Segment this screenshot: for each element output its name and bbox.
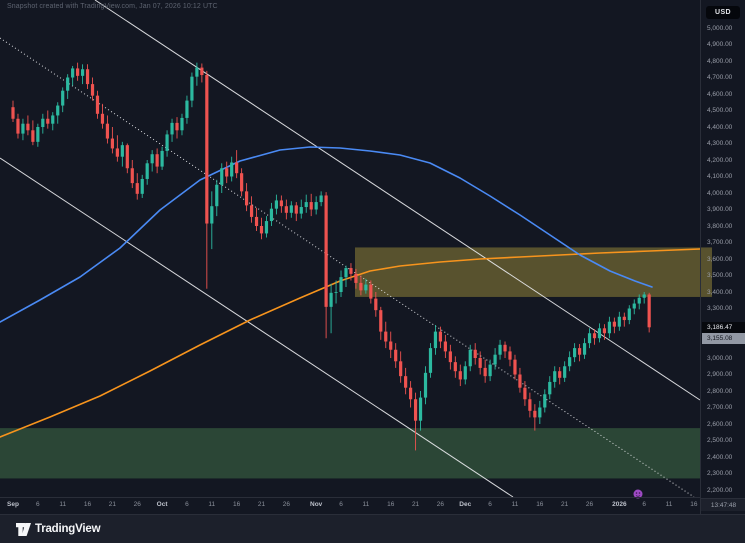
price-tick-label: 3,600.00	[707, 255, 733, 263]
price-tick-label: 2,700.00	[707, 404, 733, 411]
time-tick-label: 6	[339, 501, 343, 508]
price-tick-label: 3,900.00	[707, 206, 733, 213]
price-tick-label: 3,000.00	[707, 354, 733, 362]
time-tick-label: 21	[257, 501, 266, 508]
time-tick-label: 21	[108, 501, 116, 508]
time-tick-label: 16	[536, 501, 544, 508]
time-tick-label: 16	[83, 501, 92, 508]
price-tick-label: 3,700.00	[707, 239, 733, 246]
price-tick-label: 2,500.00	[707, 437, 733, 444]
bottom-brand-bar: TradingView	[0, 514, 745, 543]
price-tick-label: 2,400.00	[707, 453, 733, 461]
price-tick-label: 2,800.00	[707, 387, 733, 395]
event-marker-icon[interactable]	[633, 489, 643, 499]
time-tick-label: 6	[36, 501, 40, 508]
time-tick-label: 16	[690, 501, 698, 508]
price-tick-label: 4,500.00	[707, 107, 733, 114]
last-price-label: 3,186.47	[702, 322, 745, 333]
time-tick-label: 21	[411, 501, 420, 508]
time-tick-label: 26	[436, 501, 445, 508]
time-tick-label: 11	[59, 501, 67, 508]
price-tick-label: 4,300.00	[707, 140, 733, 147]
time-tick-label: 16	[233, 501, 241, 508]
snapshot-watermark: Snapshot created with TradingView.com, J…	[7, 3, 218, 10]
time-tick-label: 16	[387, 501, 395, 508]
time-tick-label: 6	[185, 501, 189, 508]
price-tick-label: 4,100.00	[707, 173, 733, 180]
time-axis[interactable]: Sep 6 11 16 21 26 Oct 6 11 16 21 26 Nov 6 11 16 21 26 Dec 6…	[0, 497, 700, 514]
price-tick-label: 3,800.00	[707, 222, 733, 230]
tradingview-logo[interactable]: TradingView	[16, 522, 101, 536]
price-axis[interactable]: USD 5,000.00 4,900.00 4,800.00 4,700.00 4,60…	[700, 0, 745, 514]
slow-ma-line	[0, 248, 701, 438]
time-tick-label: 11	[665, 501, 673, 508]
price-tick-label: 4,700.00	[707, 74, 733, 81]
secondary-price-label: 3,155.08	[702, 333, 745, 344]
fast-ma-line	[0, 146, 653, 323]
price-tick-label: 4,400.00	[707, 123, 733, 131]
price-tick-label: 4,200.00	[707, 156, 733, 164]
price-tick-label: 4,800.00	[707, 57, 733, 65]
time-tick-label: Oct	[156, 501, 168, 508]
price-tick-label: 3,400.00	[707, 288, 733, 296]
time-tick-label: 6	[642, 501, 646, 508]
time-tick-label: Nov	[310, 501, 323, 508]
time-tick-label: Dec	[459, 501, 472, 508]
time-tick-label: 11	[511, 501, 519, 508]
time-tick-label: 2026	[612, 501, 627, 508]
time-tick-label: 26	[133, 501, 141, 508]
time-tick-label: Sep	[7, 501, 19, 508]
time-tick-label: 26	[585, 501, 594, 508]
price-tick-label: 4,000.00	[707, 189, 733, 197]
price-tick-label: 2,600.00	[707, 420, 733, 428]
price-tick-label: 5,000.00	[707, 24, 733, 32]
price-tick-label: 2,200.00	[707, 486, 733, 494]
time-tick-label: 11	[362, 501, 370, 508]
currency-toggle-button[interactable]: USD	[706, 6, 740, 19]
tradingview-logo-icon	[16, 522, 31, 536]
time-tick-label: 6	[488, 501, 492, 508]
demand-zone[interactable]	[0, 428, 700, 479]
price-tick-label: 2,300.00	[707, 470, 733, 477]
price-tick-label: 2,900.00	[707, 371, 733, 378]
time-tick-label: 11	[208, 501, 216, 508]
bar-countdown-timer: 13:47:48	[701, 498, 745, 511]
price-tick-label: 3,500.00	[707, 272, 733, 279]
price-tick-label: 4,900.00	[707, 41, 733, 48]
price-tick-label: 3,300.00	[707, 305, 733, 312]
time-tick-label: 21	[561, 501, 569, 508]
time-tick-label: 26	[282, 501, 290, 508]
candles-layer	[11, 62, 651, 451]
price-tick-label: 4,600.00	[707, 90, 733, 98]
tradingview-logo-text: TradingView	[35, 523, 101, 535]
